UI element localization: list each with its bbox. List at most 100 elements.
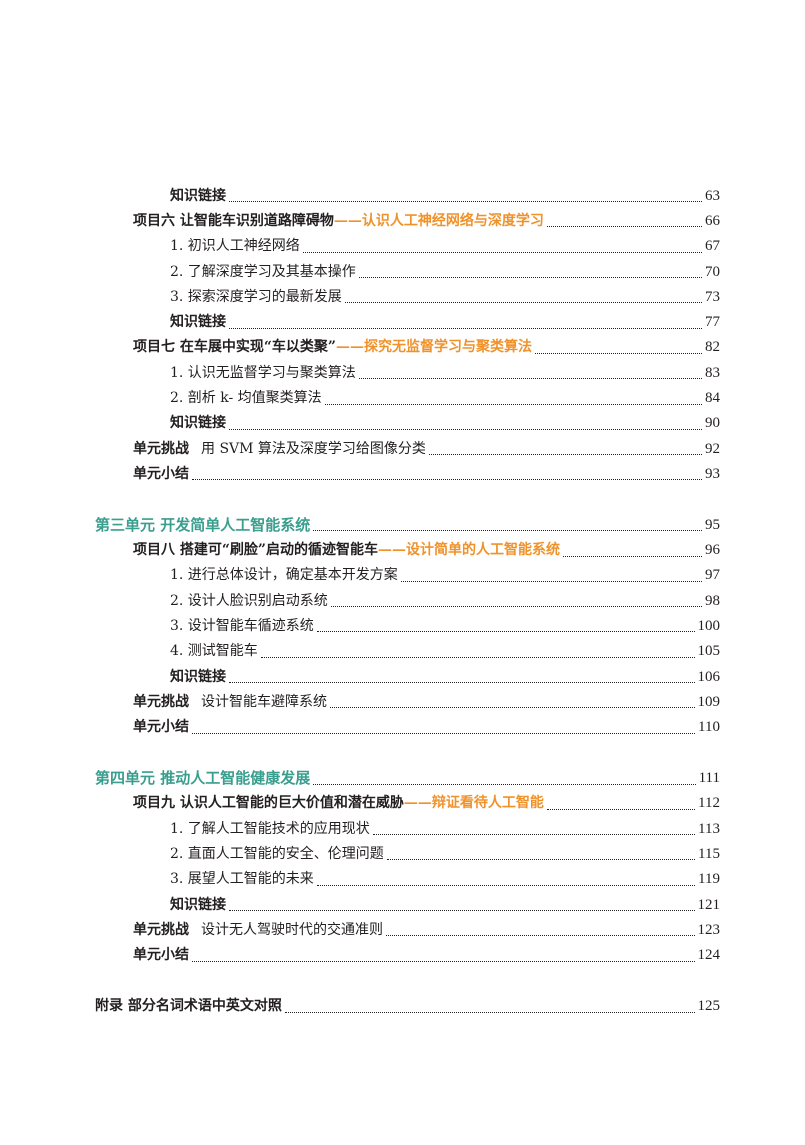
- toc-page-number: 111: [698, 770, 720, 787]
- dot-leader: [229, 898, 695, 912]
- dot-leader: [562, 544, 702, 557]
- table-of-contents: 知识链接 63 项目六 让智能车识别道路障碍物 ——认识人工神经网络与深度学习 66 1.…: [0, 183, 805, 1019]
- toc-entry-subtitle: ——认识人工神经网络与深度学习: [333, 212, 544, 229]
- toc-entry[interactable]: 知识链接 77: [0, 309, 805, 334]
- toc-entry-title: 附录 部分名词术语中英文对照: [95, 998, 282, 1015]
- toc-entry[interactable]: 知识链接 121: [0, 892, 805, 917]
- toc-entry-subtitle: ——辩证看待人工智能: [403, 795, 544, 812]
- toc-entry-title: 第三单元 开发简单人工智能系统: [95, 515, 311, 534]
- toc-entry[interactable]: 知识链接 90: [0, 411, 805, 436]
- toc-page-number: 110: [698, 719, 720, 736]
- dot-leader: [229, 670, 695, 684]
- toc-entry[interactable]: 单元小结 110: [0, 715, 805, 740]
- toc-page-number: 73: [705, 288, 720, 305]
- toc-page-number: 125: [697, 998, 721, 1015]
- dot-leader: [386, 923, 695, 937]
- toc-page-number: 109: [697, 693, 721, 710]
- toc-entry-title: 2. 直面人工智能的安全、伦理问题: [170, 845, 384, 862]
- toc-entry-text: 设计无人驾驶时代的交通准则: [201, 921, 383, 938]
- toc-entry-text: 设计智能车避障系统: [201, 693, 327, 710]
- toc-entry-title: 1. 初识人工神经网络: [170, 238, 300, 255]
- toc-page-number: 97: [705, 567, 720, 584]
- toc-entry[interactable]: 知识链接 106: [0, 664, 805, 689]
- toc-entry[interactable]: 项目八 搭建可“刷脸”启动的循迹智能车 ——设计简单的人工智能系统 96: [0, 537, 805, 562]
- toc-entry[interactable]: 知识链接 63: [0, 183, 805, 208]
- dot-leader: [260, 645, 695, 658]
- toc-entry[interactable]: 第四单元 推动人工智能健康发展 111: [0, 765, 805, 790]
- toc-entry-title: 项目九 认识人工智能的巨大价值和潜在威胁: [133, 795, 404, 812]
- dot-leader: [313, 772, 696, 785]
- dot-leader: [534, 341, 702, 354]
- toc-entry-title: 3. 探索深度学习的最新发展: [170, 288, 342, 305]
- dot-leader: [229, 316, 702, 329]
- toc-entry-title: 3. 展望人工智能的未来: [170, 871, 314, 888]
- toc-page-number: 90: [705, 415, 720, 432]
- dot-leader: [316, 619, 695, 633]
- toc-entry[interactable]: 单元挑战用 SVM 算法及深度学习给图像分类 92: [0, 436, 805, 461]
- toc-entry[interactable]: 项目六 让智能车识别道路障碍物 ——认识人工神经网络与深度学习 66: [0, 208, 805, 233]
- dot-leader: [400, 569, 702, 582]
- toc-page-number: 121: [697, 896, 721, 913]
- dot-leader: [386, 847, 696, 861]
- toc-entry-title: 3. 设计智能车循迹系统: [170, 617, 314, 634]
- toc-page-number: 83: [705, 364, 720, 381]
- toc-entry-title: 知识链接: [170, 668, 226, 685]
- toc-entry[interactable]: 单元挑战 设计智能车避障系统 109: [0, 689, 805, 714]
- toc-entry-title: 第四单元 推动人工智能健康发展: [95, 769, 311, 788]
- toc-entry-title: 2. 剖析 k- 均值聚类算法: [170, 390, 322, 407]
- toc-entry-text: 用 SVM 算法及深度学习给图像分类: [201, 440, 426, 457]
- dot-leader: [316, 873, 696, 886]
- toc-entry[interactable]: 3. 探索深度学习的最新发展 73: [0, 284, 805, 309]
- dot-leader: [546, 797, 696, 810]
- toc-entry-title: 2. 设计人脸识别启动系统: [170, 592, 328, 609]
- toc-entry[interactable]: 单元挑战 设计无人驾驶时代的交通准则 123: [0, 917, 805, 942]
- toc-entry[interactable]: 2. 设计人脸识别启动系统 98: [0, 588, 805, 613]
- toc-entry[interactable]: 单元小结 124: [0, 943, 805, 968]
- dot-leader: [330, 594, 702, 608]
- toc-entry-title: 单元挑战: [133, 921, 189, 938]
- dot-leader: [192, 467, 702, 481]
- toc-entry[interactable]: 第三单元 开发简单人工智能系统 95: [0, 512, 805, 537]
- toc-entry[interactable]: 项目九 认识人工智能的巨大价值和潜在威胁 ——辩证看待人工智能 112: [0, 791, 805, 816]
- dot-leader: [192, 721, 696, 734]
- toc-entry-title: 项目七 在车展中实现“车以类聚”: [133, 339, 336, 356]
- toc-entry-title: 4. 测试智能车: [170, 643, 258, 660]
- toc-entry-subtitle: ——探究无监督学习与聚类算法: [335, 339, 532, 356]
- toc-entry-title: 单元挑战: [133, 693, 189, 710]
- toc-page-number: 106: [697, 668, 721, 685]
- dot-leader: [358, 366, 702, 380]
- toc-entry[interactable]: 1. 了解人工智能技术的应用现状 113: [0, 816, 805, 841]
- toc-page-number: 82: [705, 339, 720, 356]
- toc-entry[interactable]: 项目七 在车展中实现“车以类聚” ——探究无监督学习与聚类算法 82: [0, 335, 805, 360]
- toc-entry[interactable]: 1. 进行总体设计，确定基本开发方案 97: [0, 563, 805, 588]
- toc-page-number: 113: [698, 820, 720, 837]
- toc-page-number: 66: [705, 212, 720, 229]
- toc-page-number: 84: [705, 390, 720, 407]
- toc-entry[interactable]: 4. 测试智能车 105: [0, 639, 805, 664]
- toc-page-number: 124: [697, 947, 721, 964]
- dot-leader: [284, 1000, 695, 1013]
- toc-entry-title: 2. 了解深度学习及其基本操作: [170, 263, 356, 280]
- toc-page-number: 77: [705, 314, 720, 331]
- toc-entry[interactable]: 单元小结 93: [0, 461, 805, 486]
- toc-entry[interactable]: 3. 展望人工智能的未来 119: [0, 867, 805, 892]
- toc-entry-title: 1. 认识无监督学习与聚类算法: [170, 364, 356, 381]
- toc-page-number: 98: [705, 592, 720, 609]
- dot-leader: [302, 240, 702, 253]
- toc-entry-title: 知识链接: [170, 415, 226, 432]
- toc-entry-title: 项目六 让智能车识别道路障碍物: [133, 212, 334, 229]
- dot-leader: [358, 265, 702, 279]
- toc-entry-title: 知识链接: [170, 314, 226, 331]
- toc-entry[interactable]: 3. 设计智能车循迹系统 100: [0, 613, 805, 638]
- toc-entry-title: 1. 了解人工智能技术的应用现状: [170, 820, 370, 837]
- toc-entry[interactable]: 2. 了解深度学习及其基本操作 70: [0, 259, 805, 284]
- dot-leader: [330, 695, 695, 709]
- toc-page-number: 112: [698, 795, 720, 812]
- dot-leader: [229, 189, 702, 203]
- toc-entry-title: 单元小结: [133, 947, 189, 964]
- toc-entry[interactable]: 附录 部分名词术语中英文对照 125: [0, 993, 805, 1018]
- toc-entry[interactable]: 1. 认识无监督学习与聚类算法 83: [0, 360, 805, 385]
- toc-entry[interactable]: 1. 初识人工神经网络 67: [0, 234, 805, 259]
- toc-entry[interactable]: 2. 剖析 k- 均值聚类算法 84: [0, 385, 805, 410]
- toc-entry[interactable]: 2. 直面人工智能的安全、伦理问题 115: [0, 841, 805, 866]
